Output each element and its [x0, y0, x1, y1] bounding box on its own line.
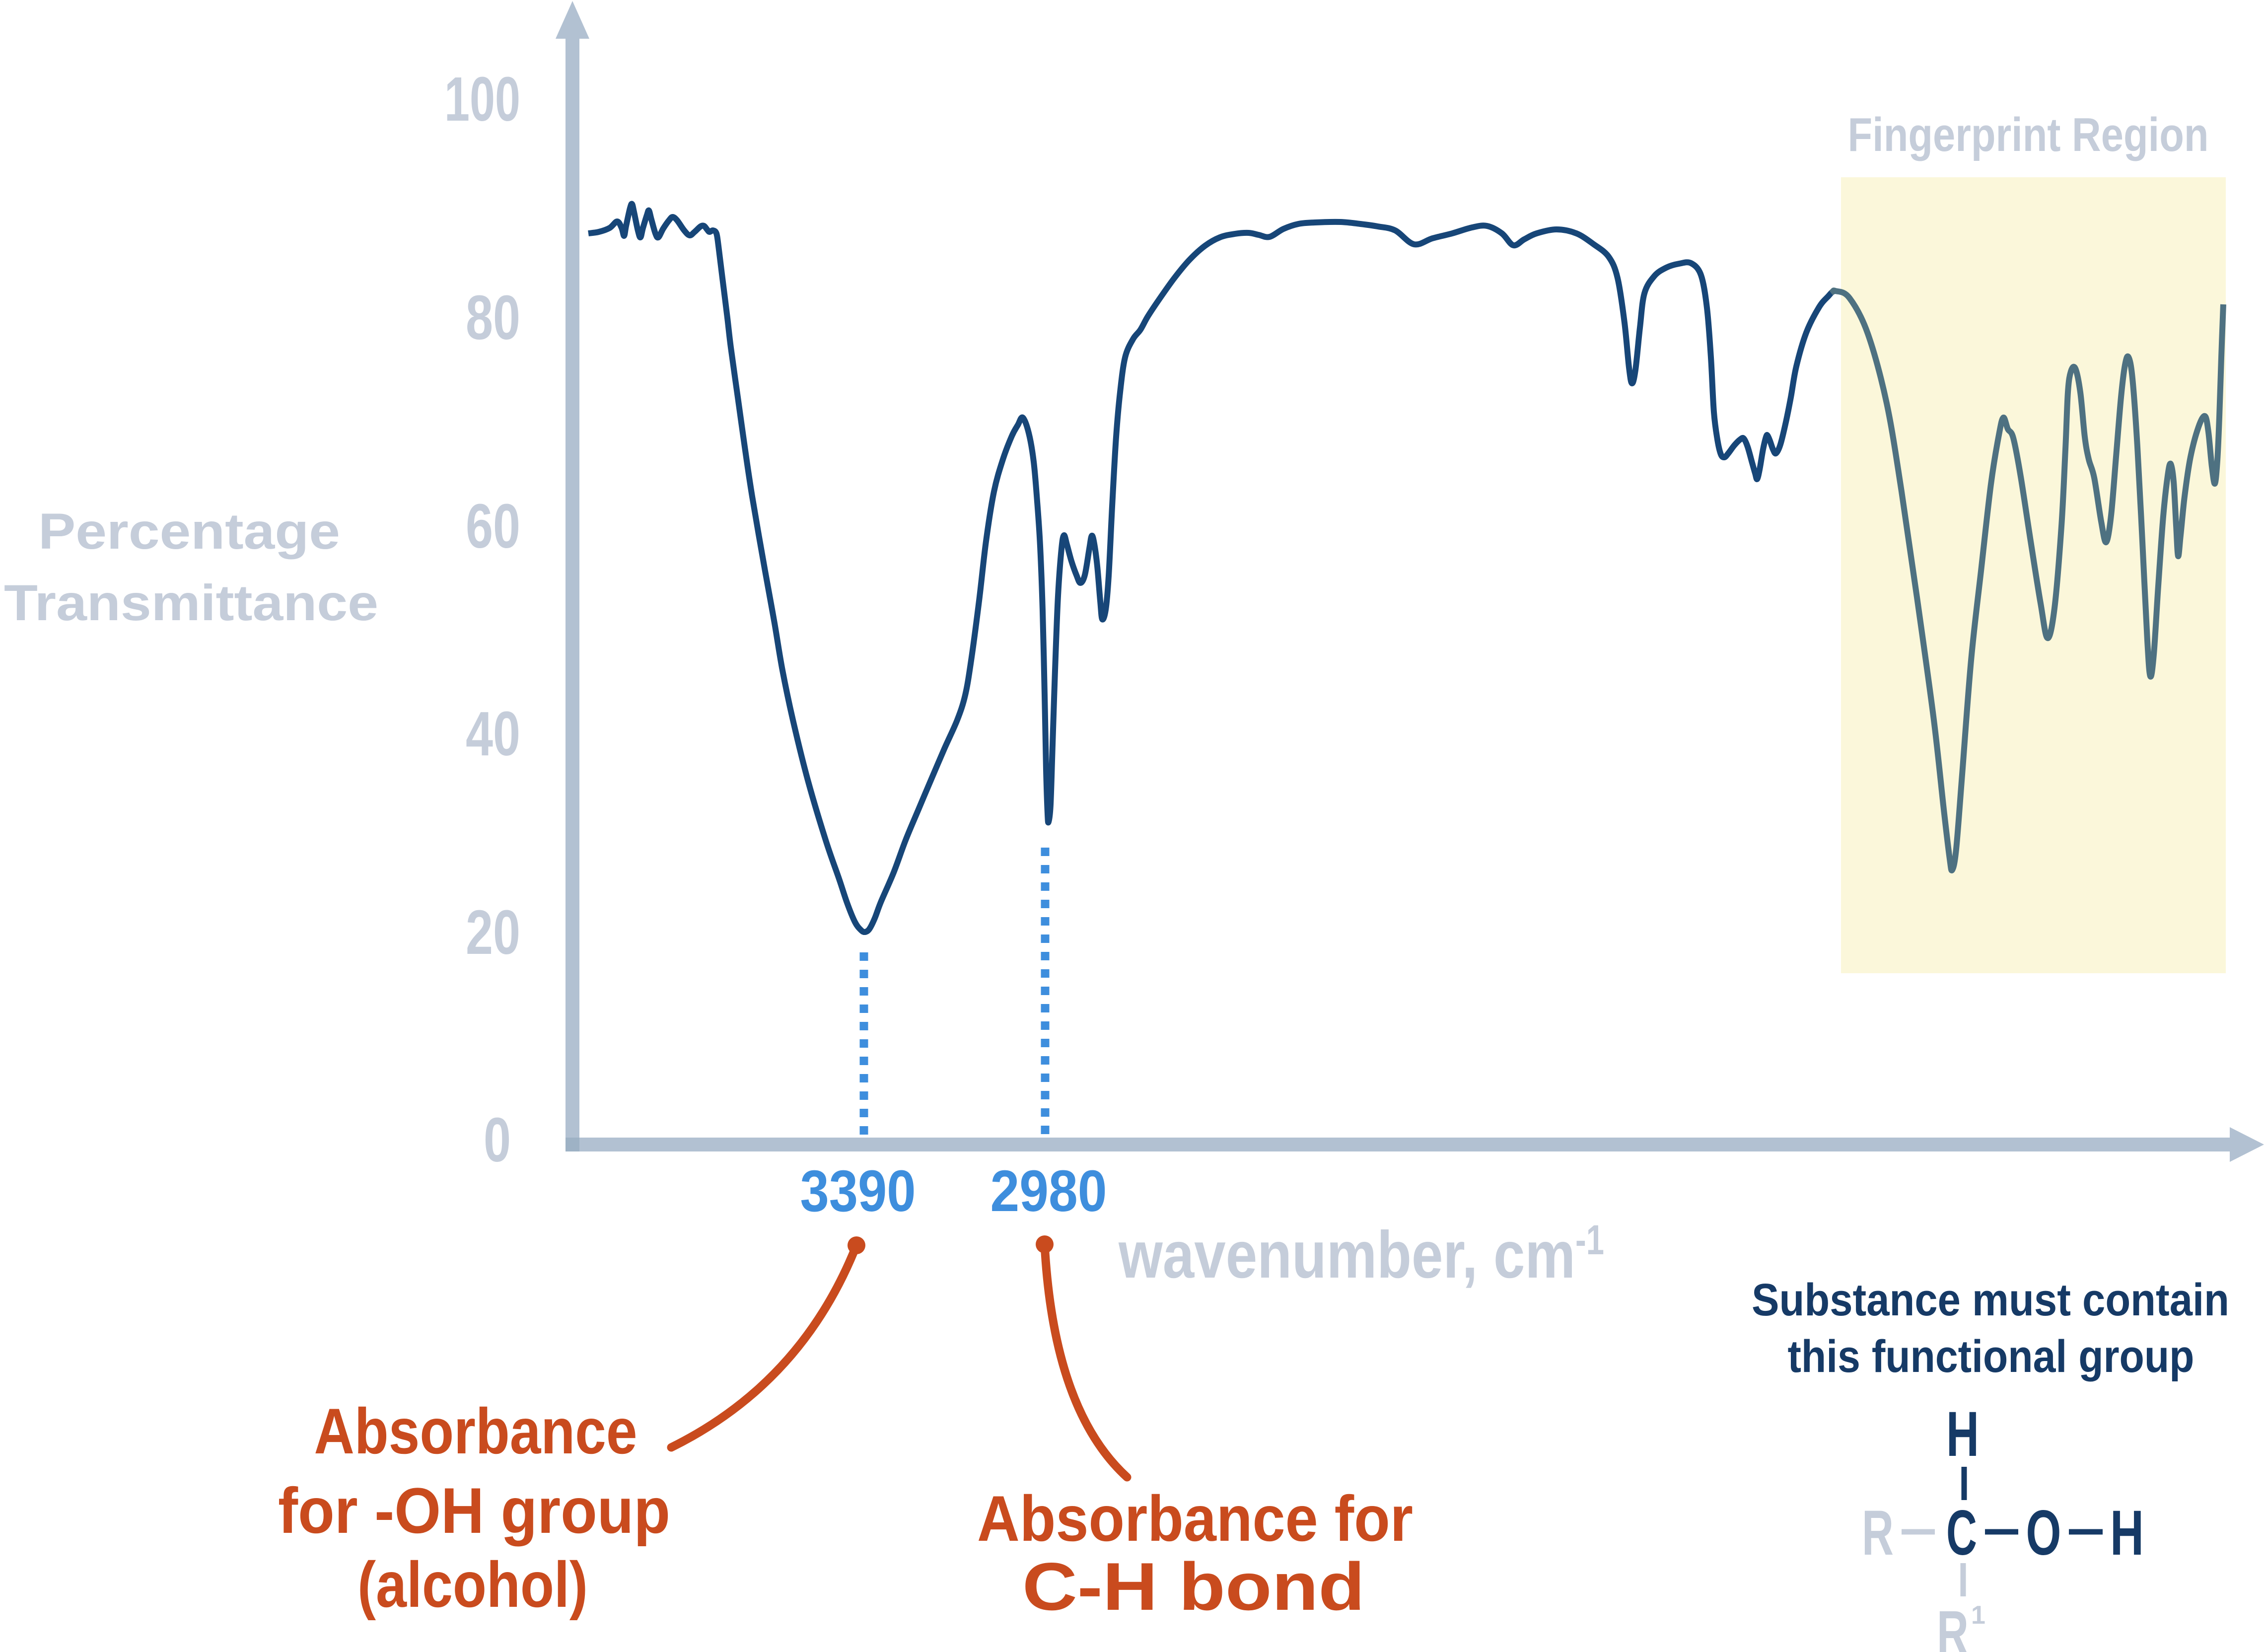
svg-text:Absorbance for: Absorbance for — [977, 1482, 1413, 1555]
svg-text:H: H — [2110, 1498, 2144, 1569]
svg-text:R: R — [1937, 1598, 1969, 1652]
svg-text:C: C — [1946, 1498, 1977, 1569]
svg-text:40: 40 — [466, 699, 520, 769]
svg-text:Percentage: Percentage — [38, 503, 340, 560]
svg-text:R: R — [1862, 1498, 1894, 1569]
svg-text:20: 20 — [466, 897, 520, 967]
svg-text:this functional group: this functional group — [1788, 1331, 2194, 1382]
svg-text:C-H bond: C-H bond — [1022, 1549, 1365, 1624]
svg-text:O: O — [2026, 1498, 2061, 1569]
svg-text:60: 60 — [466, 491, 520, 561]
svg-text:(alcohol): (alcohol) — [357, 1548, 588, 1621]
svg-text:Fingerprint Region: Fingerprint Region — [1848, 108, 2209, 161]
svg-text:H: H — [1946, 1399, 1979, 1470]
svg-text:0: 0 — [484, 1105, 511, 1175]
svg-text:100: 100 — [444, 64, 520, 134]
svg-text:Substance must contain: Substance must contain — [1752, 1275, 2229, 1325]
svg-text:80: 80 — [466, 283, 520, 353]
svg-text:Absorbance: Absorbance — [314, 1395, 637, 1467]
svg-text:wavenumber, cm-1: wavenumber, cm-1 — [1118, 1217, 1604, 1292]
svg-text:3390: 3390 — [800, 1158, 916, 1224]
svg-text:2980: 2980 — [991, 1158, 1107, 1224]
svg-text:for -OH group: for -OH group — [278, 1474, 670, 1547]
svg-text:Transmittance: Transmittance — [4, 575, 378, 631]
svg-text:1: 1 — [1971, 1601, 1985, 1630]
